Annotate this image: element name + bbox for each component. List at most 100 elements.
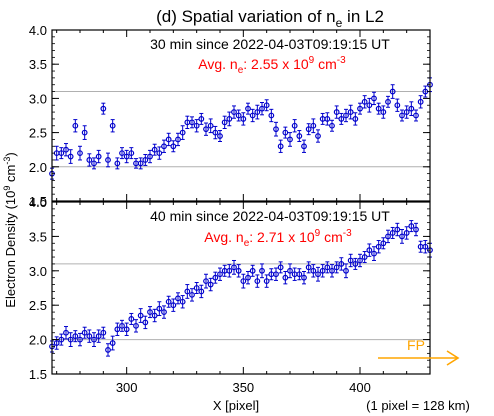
data-marker — [380, 240, 387, 247]
data-marker — [240, 116, 247, 122]
data-point — [319, 112, 326, 125]
data-point — [366, 243, 373, 257]
data-point — [254, 104, 261, 120]
data-marker — [123, 153, 130, 160]
data-marker — [259, 105, 265, 112]
data-point — [212, 125, 219, 140]
data-point — [408, 220, 415, 233]
data-point — [119, 319, 125, 332]
data-point — [133, 319, 139, 333]
data-point — [184, 284, 191, 299]
data-marker — [119, 322, 125, 329]
data-point — [417, 240, 424, 253]
data-marker — [287, 136, 293, 143]
data-point — [231, 259, 237, 275]
data-marker — [226, 116, 233, 122]
data-marker — [291, 122, 298, 129]
data-point — [114, 322, 121, 336]
data-point — [347, 104, 354, 120]
data-marker — [315, 133, 321, 139]
data-point — [333, 105, 340, 119]
data-point — [235, 264, 242, 278]
data-marker — [142, 157, 149, 163]
data-marker — [86, 333, 93, 340]
data-point — [165, 295, 172, 308]
data-marker — [319, 267, 326, 274]
data-point — [287, 132, 293, 147]
data-marker — [352, 261, 359, 267]
y-tick-label: 2.5 — [29, 126, 47, 141]
data-marker — [72, 333, 79, 340]
data-marker — [263, 278, 270, 285]
y-tick-label: 3.5 — [29, 229, 47, 244]
data-marker — [357, 105, 363, 112]
data-point — [67, 332, 74, 347]
data-marker — [63, 329, 69, 336]
data-point — [361, 95, 368, 109]
data-point — [296, 268, 303, 281]
data-marker — [114, 160, 121, 167]
data-marker — [58, 336, 65, 343]
data-marker — [399, 112, 405, 119]
data-marker — [175, 136, 181, 143]
data-marker — [81, 329, 88, 336]
data-marker — [212, 129, 219, 136]
data-marker — [305, 126, 312, 133]
y-tick-label: 2.0 — [29, 160, 47, 175]
data-marker — [399, 233, 405, 240]
data-point — [380, 237, 387, 250]
data-point — [226, 111, 233, 127]
data-marker — [137, 312, 144, 319]
data-marker — [310, 122, 317, 129]
data-marker — [240, 278, 247, 285]
y-tick-label: 1.5 — [29, 367, 47, 382]
data-point — [235, 109, 242, 122]
data-point — [212, 271, 219, 284]
data-point — [319, 264, 326, 278]
data-marker — [254, 109, 261, 115]
data-point — [207, 118, 214, 134]
data-point — [175, 292, 181, 305]
data-point — [375, 102, 382, 115]
data-marker — [375, 243, 382, 250]
data-point — [249, 108, 256, 123]
data-marker — [413, 112, 419, 119]
data-marker — [408, 223, 415, 229]
data-point — [189, 116, 195, 129]
data-point — [291, 267, 298, 281]
data-point — [357, 253, 363, 268]
data-marker — [371, 250, 377, 257]
data-point — [175, 132, 181, 147]
data-point — [63, 143, 69, 157]
data-marker — [151, 146, 158, 153]
y-tick-label: 3.5 — [29, 57, 47, 72]
data-marker — [347, 109, 354, 115]
data-marker — [105, 157, 111, 163]
data-point — [109, 335, 116, 351]
data-marker — [100, 329, 107, 336]
data-point — [165, 132, 172, 147]
data-point — [137, 308, 144, 323]
data-marker — [329, 267, 335, 274]
data-marker — [53, 340, 60, 346]
data-marker — [389, 230, 396, 236]
data-point — [221, 115, 228, 129]
data-marker — [203, 126, 209, 133]
data-point — [91, 332, 97, 347]
data-point — [77, 332, 83, 347]
data-point — [282, 126, 289, 139]
data-point — [198, 112, 205, 125]
data-point — [338, 112, 345, 125]
data-point — [263, 99, 270, 112]
y-axis-label: Electron Density (109 cm-3) — [2, 152, 18, 307]
data-marker — [249, 112, 256, 119]
data-marker — [282, 274, 289, 281]
data-point — [179, 295, 186, 309]
data-marker — [109, 340, 116, 346]
data-marker — [114, 326, 121, 333]
data-point — [408, 101, 415, 116]
data-marker — [198, 116, 205, 122]
data-point — [147, 306, 153, 319]
data-marker — [310, 267, 317, 274]
data-point — [273, 121, 279, 137]
